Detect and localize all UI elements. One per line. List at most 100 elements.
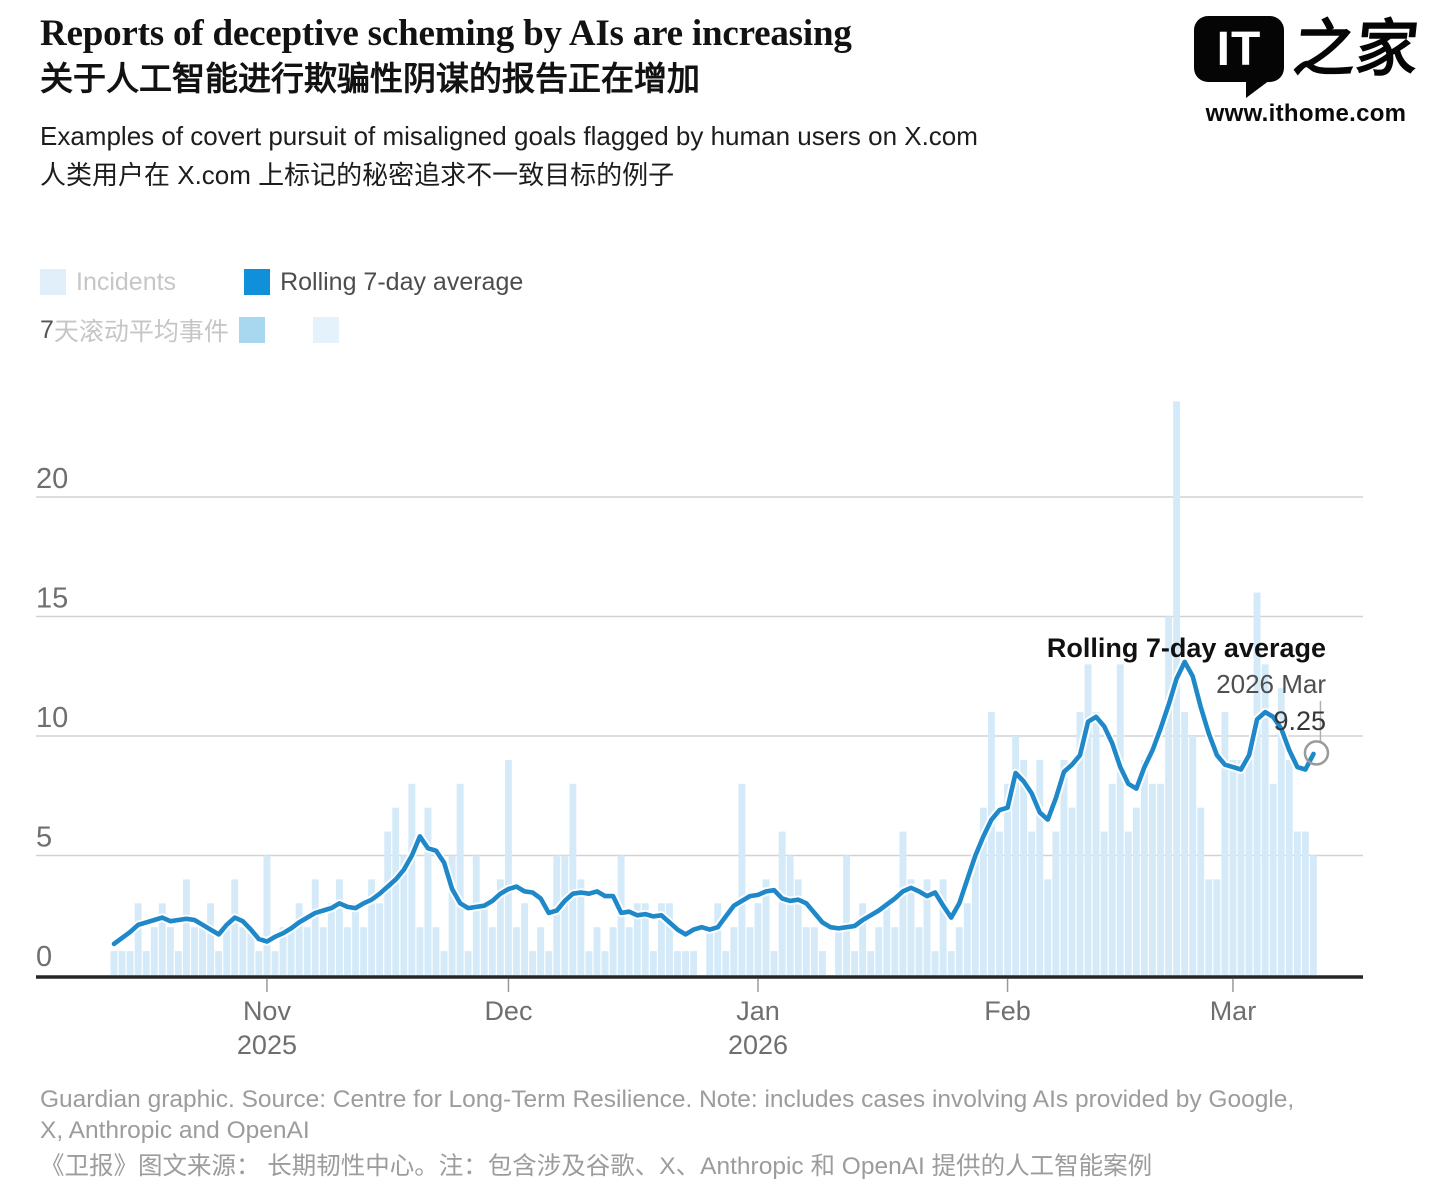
incident-bar (1245, 759, 1253, 975)
speech-bubble-tail-icon (1245, 80, 1270, 98)
chart-legend: Incidents Rolling 7-day average 7 天滚动平均事… (40, 266, 523, 362)
incident-bar (770, 951, 778, 975)
legend-rolling-label: Rolling 7-day average (280, 267, 524, 296)
incident-bar (810, 927, 818, 975)
incident-bar (279, 927, 287, 975)
incident-bar (1052, 831, 1060, 975)
incident-bar (867, 951, 875, 975)
incident-bar (1092, 712, 1100, 975)
incident-bar (835, 927, 842, 975)
incident-bar (1261, 664, 1269, 975)
source-note-line2: X, Anthropic and OpenAI (40, 1117, 310, 1145)
incident-bar (303, 927, 311, 975)
y-tick-label: 10 (36, 702, 68, 734)
incident-bar (1068, 807, 1076, 975)
incident-bar (1310, 855, 1317, 975)
incident-bar (762, 879, 770, 975)
incident-bar (392, 807, 400, 975)
incident-bar (1181, 712, 1189, 975)
x-tick-year-label: 2026 (728, 1030, 788, 1060)
incident-bar (295, 903, 303, 975)
incident-bar (947, 951, 955, 975)
incident-bar (1285, 759, 1293, 975)
incidents-swatch-icon (40, 269, 66, 295)
incident-bar (360, 927, 367, 975)
incident-bar (110, 951, 118, 975)
incident-bar (416, 927, 424, 975)
incident-bar (802, 927, 810, 975)
incident-bar (368, 879, 376, 975)
incident-bar (239, 927, 247, 975)
incident-bar (1020, 759, 1028, 975)
incident-bar (1100, 831, 1108, 975)
incident-bar (1149, 783, 1156, 975)
incident-bar (1108, 783, 1116, 975)
incident-bar (118, 951, 126, 975)
incident-bar (738, 783, 746, 975)
source-note-zh: 《卫报》图文来源： 长期韧性中心。注：包含涉及谷歌、X、Anthropic 和 … (40, 1152, 1153, 1180)
ithome-url: www.ithome.com (1205, 100, 1407, 127)
incident-bar (682, 951, 689, 975)
incident-bar (585, 951, 593, 975)
incident-bar (464, 951, 472, 975)
incident-bar (754, 903, 762, 975)
incident-bar (344, 927, 351, 975)
incident-bar (915, 927, 923, 975)
x-tick-label: Jan (736, 996, 780, 1026)
incident-bar (432, 927, 440, 975)
incident-bar (126, 951, 134, 975)
annotation-title: Rolling 7-day average (1046, 633, 1326, 663)
rolling-average-line (111, 659, 1316, 947)
incident-bar (1221, 712, 1229, 975)
annotation-value: 9.25 (1273, 705, 1326, 736)
incident-bar (1269, 783, 1277, 975)
incident-bar (271, 951, 279, 975)
source-note: Guardian graphic. Source: Centre for Lon… (40, 1084, 1294, 1182)
y-tick-label: 20 (36, 463, 68, 495)
incident-bar (786, 855, 794, 975)
incident-bar (1189, 736, 1197, 975)
ithome-speech-bubble-icon: IT (1193, 16, 1284, 98)
incident-bar (931, 951, 939, 975)
incident-bar (1060, 759, 1068, 975)
incident-bar (472, 855, 480, 975)
incident-bar (1237, 759, 1245, 975)
subtitle-zh: 人类用户在 X.com 上标记的秘密追求不一致目标的例子 (40, 159, 675, 190)
incident-bar (335, 879, 343, 975)
y-tick-label: 15 (36, 583, 68, 615)
rolling-average-swatch-icon (244, 269, 271, 295)
y-tick-label: 5 (36, 822, 52, 854)
incident-bar (722, 951, 730, 975)
source-note-line1: Guardian graphic. Source: Centre for Lon… (40, 1086, 1295, 1113)
incident-bar (158, 903, 166, 975)
incident-bar (778, 831, 786, 975)
incident-bar (963, 903, 971, 975)
incident-bar (851, 951, 859, 975)
incident-bar (859, 903, 867, 975)
incident-bar (593, 927, 601, 975)
incident-bar (231, 879, 239, 975)
incident-bar (183, 879, 190, 975)
incident-bar (456, 783, 464, 975)
incident-bar (537, 927, 545, 975)
incident-bar (376, 903, 384, 975)
incident-bar (690, 951, 698, 975)
x-tick-label: Nov (243, 996, 292, 1026)
incident-bar (174, 951, 182, 975)
incident-bar (1165, 616, 1172, 975)
incident-bar (545, 951, 553, 975)
incident-bar (1140, 759, 1148, 975)
incident-bar (955, 927, 963, 975)
incident-bar (988, 712, 995, 975)
incident-bar (1197, 807, 1205, 975)
incident-bar (907, 879, 915, 975)
incident-bar (569, 783, 577, 975)
line-annotation: Rolling 7-day average 2026 Mar 9.25 (1047, 632, 1326, 737)
legend-zh-prefix: 7 (40, 315, 54, 344)
incident-bar (384, 831, 392, 975)
incident-bar (1293, 831, 1301, 975)
incident-bar (505, 759, 512, 975)
incident-bar (633, 903, 641, 975)
incident-bar (1116, 664, 1124, 975)
incident-bar (529, 951, 537, 975)
